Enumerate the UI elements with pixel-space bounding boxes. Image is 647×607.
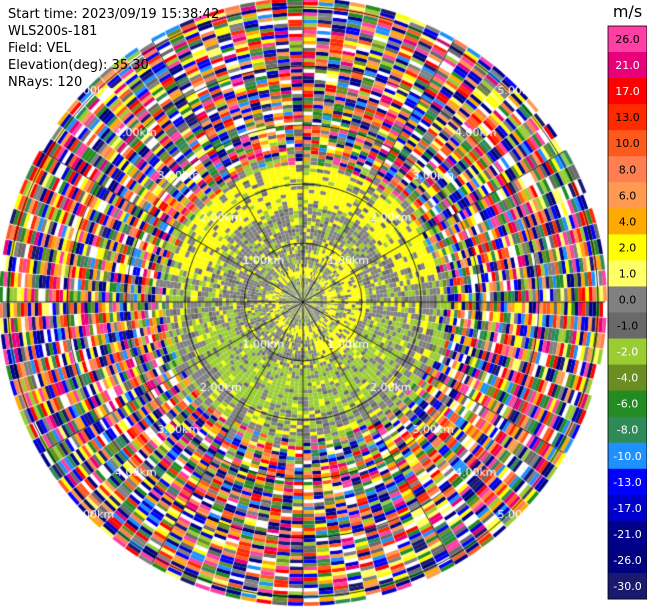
scan-info: Start time: 2023/09/19 15:38:42 WLS200s-… (8, 6, 219, 91)
colorbar-swatch (608, 130, 647, 157)
colorbar-tick-label: -6.0 (617, 398, 638, 411)
colorbar-swatch (608, 208, 647, 235)
colorbar-swatch (608, 572, 647, 600)
colorbar-tick-label: -10.0 (613, 450, 641, 463)
colorbar-tick-label: -21.0 (613, 528, 641, 541)
colorbar-tick-label: 26.0 (615, 33, 640, 46)
colorbar-tick-label: -26.0 (613, 554, 641, 567)
colorbar-tick-label: 4.0 (619, 215, 637, 228)
colorbar-tick-label: -13.0 (613, 476, 641, 489)
colorbar-tick-label: 10.0 (615, 137, 640, 150)
colorbar-swatch (608, 390, 647, 418)
field-name: Field: VEL (8, 41, 71, 56)
colorbar-tick-label: -2.0 (617, 346, 638, 359)
colorbar-swatch (608, 546, 647, 574)
elevation: Elevation(deg): 35.30 (8, 58, 149, 73)
colorbar-tick-label: 1.0 (619, 267, 637, 280)
colorbar-swatch (608, 260, 647, 287)
colorbar-tick-label: -30.0 (613, 580, 641, 593)
colorbar-swatch (608, 104, 647, 131)
colorbar-tick-label: 2.0 (619, 241, 637, 254)
colorbar-unit: m/s (613, 2, 642, 21)
colorbar-tick-label: 8.0 (619, 163, 637, 176)
colorbar-tick-label: 6.0 (619, 189, 637, 202)
colorbar-swatch (608, 338, 647, 366)
colorbar-swatch (608, 442, 647, 470)
colorbar-tick-label: -8.0 (617, 424, 638, 437)
colorbar-swatch (608, 26, 647, 53)
colorbar-swatch (608, 52, 647, 79)
colorbar-tick-label: -1.0 (617, 320, 638, 333)
colorbar-tick-label: -17.0 (613, 502, 641, 515)
colorbar-swatch (608, 364, 647, 392)
colorbar-tick-label: -4.0 (617, 372, 638, 385)
colorbar-swatch (608, 182, 647, 209)
nrays: NRays: 120 (8, 75, 83, 90)
instrument-name: WLS200s-181 (8, 24, 98, 39)
colorbar-swatch (608, 78, 647, 105)
colorbar-swatch (608, 416, 647, 444)
colorbar-tick-label: 13.0 (615, 111, 640, 124)
colorbar-tick-label: 0.0 (619, 293, 637, 306)
colorbar-frame (607, 25, 647, 600)
ppi-velocity-plot (0, 0, 607, 607)
colorbar-swatch (608, 312, 647, 340)
colorbar-swatch (608, 468, 647, 496)
colorbar-swatch (608, 494, 647, 522)
colorbar-swatch (608, 234, 647, 261)
colorbar-swatch (608, 520, 647, 548)
colorbar-tick-label: 17.0 (615, 85, 640, 98)
colorbar-swatch (608, 286, 647, 313)
start-time: Start time: 2023/09/19 15:38:42 (8, 7, 220, 22)
colorbar-tick-label: 21.0 (615, 59, 640, 72)
colorbar-swatch (608, 156, 647, 183)
